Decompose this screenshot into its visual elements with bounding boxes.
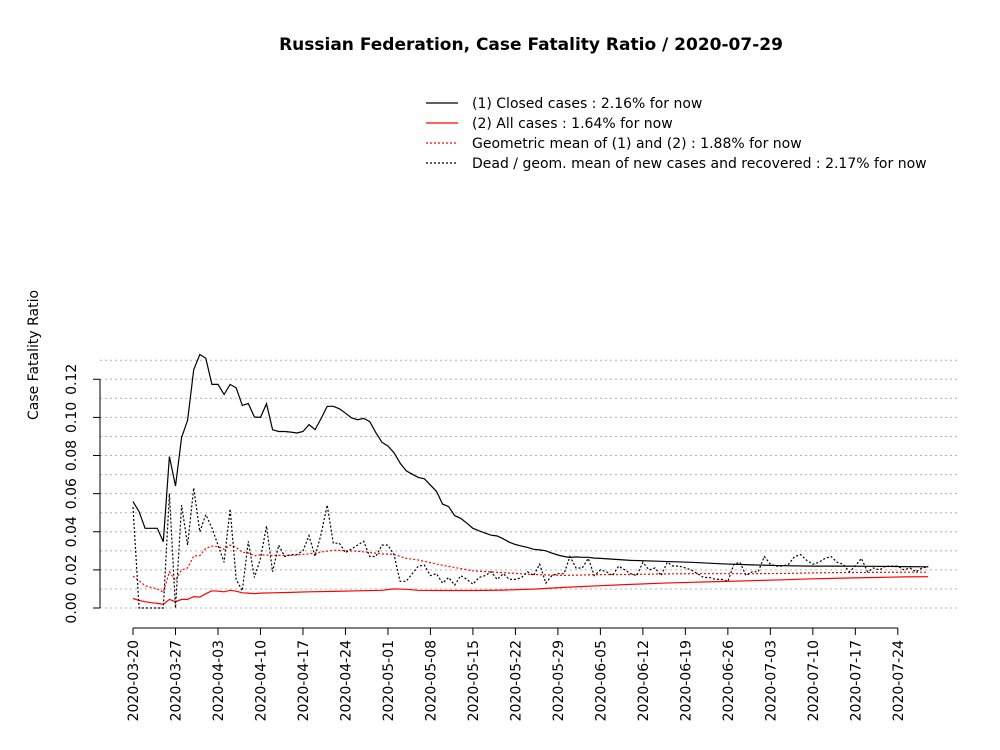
- x-tick-label: 2020-03-20: [126, 640, 142, 721]
- x-tick-label: 2020-06-05: [593, 640, 609, 721]
- x-tick-label: 2020-07-17: [848, 640, 864, 721]
- y-axis: 0.00 0.02 0.04 0.06 0.08 0.10 0.12: [64, 364, 101, 624]
- x-axis: 2020-03-20 2020-03-27 2020-04-03 2020-04-10…: [126, 627, 907, 721]
- series-line-3: [132, 544, 929, 594]
- legend-entry-1: (1) Closed cases : 2.16% for now: [472, 96, 702, 112]
- y-tick-label: 0.12: [64, 364, 80, 395]
- y-tick-label: 0.06: [64, 478, 80, 509]
- x-tick-label: 2020-05-15: [466, 640, 482, 721]
- legend: (1) Closed cases : 2.16% for now (2) All …: [426, 96, 927, 172]
- series-line-2: [132, 576, 929, 605]
- x-tick-label: 2020-03-27: [168, 640, 184, 721]
- x-tick-label: 2020-06-19: [678, 640, 694, 721]
- x-tick-label: 2020-04-03: [211, 640, 227, 721]
- series-line-4: [132, 487, 929, 609]
- y-tick-label: 0.08: [64, 440, 80, 471]
- x-tick-label: 2020-07-10: [806, 640, 822, 721]
- series-line-1: [132, 353, 929, 568]
- gridlines: [100, 359, 960, 609]
- x-tick-label: 2020-04-17: [296, 640, 312, 721]
- legend-entry-2: (2) All cases : 1.64% for now: [472, 116, 673, 132]
- y-tick-label: 0.04: [64, 516, 80, 547]
- y-tick-label: 0.10: [64, 402, 80, 433]
- y-tick-label: 0.02: [64, 554, 80, 585]
- x-tick-label: 2020-04-24: [338, 640, 354, 721]
- x-tick-label: 2020-05-08: [423, 640, 439, 721]
- x-tick-label: 2020-05-22: [508, 640, 524, 721]
- y-tick-label: 0.00: [64, 592, 80, 623]
- legend-entry-4: Dead / geom. mean of new cases and recov…: [472, 156, 927, 172]
- x-tick-label: 2020-04-10: [253, 640, 269, 721]
- x-tick-label: 2020-06-12: [636, 640, 652, 721]
- legend-entry-3: Geometric mean of (1) and (2) : 1.88% fo…: [472, 136, 802, 152]
- x-tick-label: 2020-05-29: [551, 640, 567, 721]
- chart-title: Russian Federation, Case Fatality Ratio …: [279, 35, 783, 55]
- x-tick-label: 2020-06-26: [721, 640, 737, 721]
- x-tick-label: 2020-07-24: [891, 640, 907, 721]
- x-tick-label: 2020-07-03: [763, 640, 779, 721]
- series-lines: [132, 353, 929, 609]
- x-tick-label: 2020-05-01: [381, 640, 397, 721]
- y-axis-label: Case Fatality Ratio: [26, 290, 42, 420]
